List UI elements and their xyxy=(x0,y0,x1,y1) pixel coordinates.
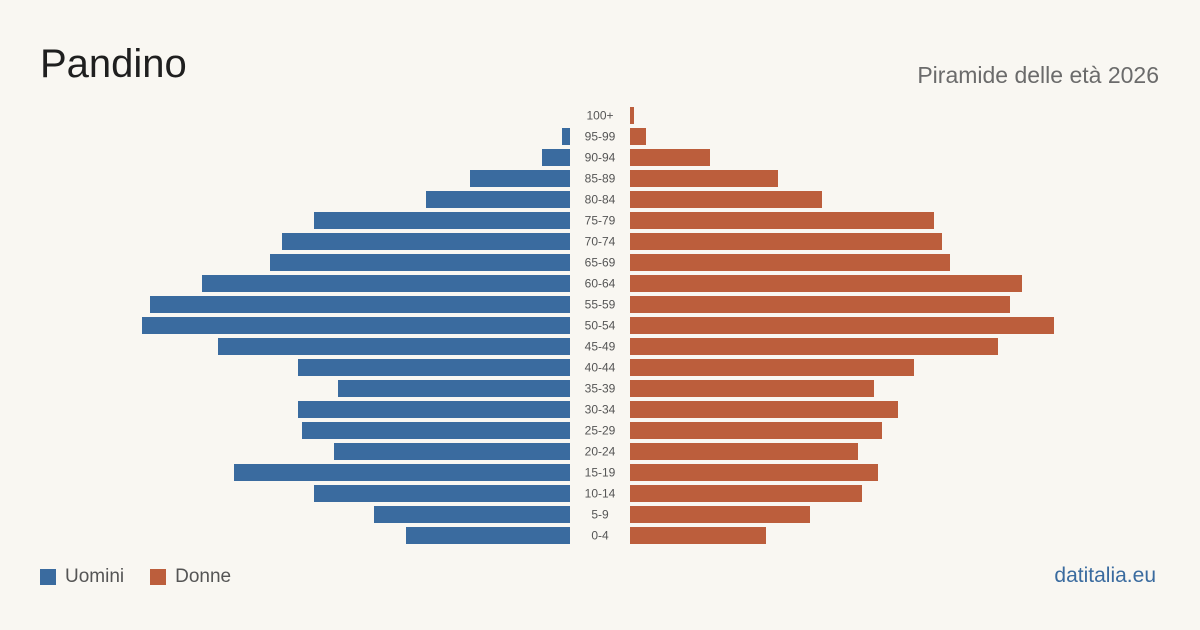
bar-women-80-84 xyxy=(630,191,822,208)
bar-women-85-89 xyxy=(630,170,778,187)
age-label-80-84: 80-84 xyxy=(585,193,616,207)
bar-women-10-14 xyxy=(630,485,862,502)
bar-women-0-4 xyxy=(630,527,766,544)
bar-women-50-54 xyxy=(630,317,1054,334)
bar-men-15-19 xyxy=(234,464,570,481)
legend-swatch-men xyxy=(40,569,56,585)
bar-men-20-24 xyxy=(334,443,570,460)
bar-men-0-4 xyxy=(406,527,570,544)
legend-item-women: Donne xyxy=(150,566,231,588)
bar-men-55-59 xyxy=(150,296,570,313)
age-label-100+: 100+ xyxy=(586,109,613,123)
bar-men-75-79 xyxy=(314,212,570,229)
bar-men-40-44 xyxy=(298,359,570,376)
chart-subtitle: Piramide delle età 2026 xyxy=(917,62,1159,88)
age-label-30-34: 30-34 xyxy=(585,403,616,417)
bar-men-95-99 xyxy=(562,128,570,145)
bar-men-65-69 xyxy=(270,254,570,271)
legend-label-women: Donne xyxy=(175,566,232,587)
bar-men-80-84 xyxy=(426,191,570,208)
brand-link[interactable]: datitalia.eu xyxy=(1054,564,1156,587)
age-label-35-39: 35-39 xyxy=(585,382,616,396)
bar-women-95-99 xyxy=(630,128,646,145)
bar-women-90-94 xyxy=(630,149,710,166)
bar-men-85-89 xyxy=(470,170,570,187)
age-label-55-59: 55-59 xyxy=(585,298,616,312)
age-label-15-19: 15-19 xyxy=(585,466,616,480)
age-label-25-29: 25-29 xyxy=(585,424,616,438)
bar-women-35-39 xyxy=(630,380,874,397)
age-label-40-44: 40-44 xyxy=(585,361,616,375)
age-label-65-69: 65-69 xyxy=(585,256,616,270)
age-label-5-9: 5-9 xyxy=(591,508,609,522)
page-title: Pandino xyxy=(40,42,187,86)
age-label-85-89: 85-89 xyxy=(585,172,616,186)
age-label-70-74: 70-74 xyxy=(585,235,616,249)
age-label-0-4: 0-4 xyxy=(591,529,609,543)
bar-women-45-49 xyxy=(630,338,998,355)
bar-men-60-64 xyxy=(202,275,570,292)
bar-women-25-29 xyxy=(630,422,882,439)
bar-men-25-29 xyxy=(302,422,570,439)
bar-women-75-79 xyxy=(630,212,934,229)
age-label-95-99: 95-99 xyxy=(585,130,616,144)
chart-legend: Uomini Donne xyxy=(40,566,231,588)
bar-women-40-44 xyxy=(630,359,914,376)
age-label-60-64: 60-64 xyxy=(585,277,616,291)
bar-men-90-94 xyxy=(542,149,570,166)
bar-women-20-24 xyxy=(630,443,858,460)
bar-men-45-49 xyxy=(218,338,570,355)
bar-men-5-9 xyxy=(374,506,570,523)
bar-women-100+ xyxy=(630,107,634,124)
bar-women-70-74 xyxy=(630,233,942,250)
bar-women-55-59 xyxy=(630,296,1010,313)
bar-men-10-14 xyxy=(314,485,570,502)
age-label-50-54: 50-54 xyxy=(585,319,616,333)
age-label-75-79: 75-79 xyxy=(585,214,616,228)
legend-swatch-women xyxy=(150,569,167,585)
age-label-90-94: 90-94 xyxy=(585,151,616,165)
legend-item-men: Uomini xyxy=(40,566,124,588)
bar-women-15-19 xyxy=(630,464,878,481)
bar-women-5-9 xyxy=(630,506,810,523)
age-label-45-49: 45-49 xyxy=(585,340,616,354)
age-label-10-14: 10-14 xyxy=(585,487,616,501)
bar-men-70-74 xyxy=(282,233,570,250)
bar-women-65-69 xyxy=(630,254,950,271)
bar-women-30-34 xyxy=(630,401,898,418)
bar-men-50-54 xyxy=(142,317,570,334)
bar-men-30-34 xyxy=(298,401,570,418)
legend-label-men: Uomini xyxy=(65,566,125,587)
bar-women-60-64 xyxy=(630,275,1022,292)
age-label-20-24: 20-24 xyxy=(585,445,616,459)
bar-men-35-39 xyxy=(338,380,570,397)
